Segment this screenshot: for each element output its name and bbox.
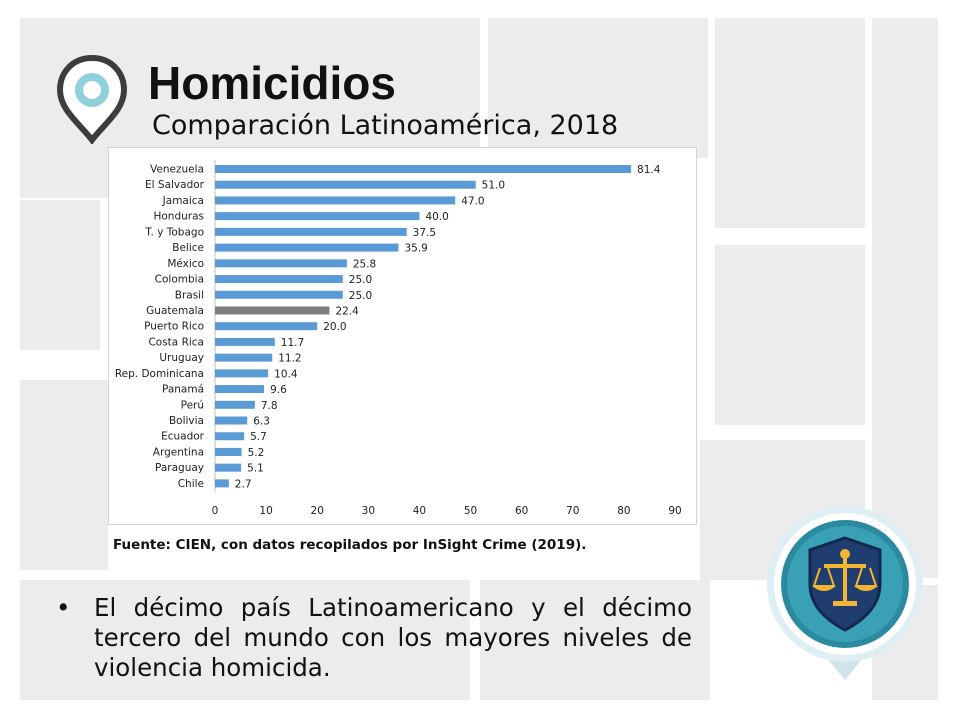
background-tile — [488, 18, 708, 158]
x-tick-label: 70 — [566, 505, 579, 517]
bar — [215, 227, 407, 236]
bar — [215, 479, 229, 488]
category-label: Venezuela — [150, 164, 204, 176]
bar — [215, 369, 269, 378]
bar — [215, 165, 632, 173]
data-label: 11.2 — [278, 353, 301, 365]
data-label: 5.1 — [247, 463, 264, 475]
data-label: 37.5 — [413, 227, 436, 239]
x-tick-label: 0 — [212, 505, 219, 517]
data-label: 47.0 — [461, 195, 484, 207]
bar — [215, 180, 476, 189]
chart-container: Venezuela 81.4 El Salvador 51.0 Jamaica 47.0 H… — [108, 147, 697, 525]
background-tile — [480, 580, 710, 700]
bar — [215, 385, 265, 394]
category-label: Honduras — [153, 211, 204, 223]
category-label: Argentina — [153, 446, 204, 458]
homicide-bar-chart: Venezuela 81.4 El Salvador 51.0 Jamaica 47.0 H… — [115, 160, 682, 517]
data-label: 25.8 — [353, 258, 376, 270]
data-label: 22.4 — [335, 305, 359, 317]
x-tick-label: 40 — [413, 505, 426, 517]
x-tick-label: 60 — [515, 505, 528, 517]
x-tick-label: 30 — [362, 505, 375, 517]
source-caption: Fuente: CIEN, con datos recopilados por … — [113, 537, 587, 553]
data-label: 6.3 — [253, 416, 270, 428]
bar — [215, 400, 255, 409]
background-tile — [715, 245, 865, 425]
bar — [215, 306, 330, 315]
background-tile — [120, 18, 480, 158]
category-label: México — [167, 258, 204, 270]
data-label: 2.7 — [235, 478, 252, 490]
bar — [215, 259, 347, 268]
category-label: El Salvador — [145, 179, 205, 191]
category-label: Puerto Rico — [144, 321, 204, 333]
category-label: Costa Rica — [148, 336, 204, 348]
bar — [215, 275, 343, 284]
data-label: 5.7 — [250, 431, 267, 443]
bar — [215, 337, 275, 346]
page-title: Homicidios — [148, 57, 396, 109]
bar — [215, 212, 420, 221]
data-label: 11.7 — [281, 337, 304, 349]
category-label: Perú — [181, 399, 204, 411]
x-tick-label: 10 — [259, 505, 272, 517]
x-tick-label: 90 — [668, 505, 681, 517]
data-label: 7.8 — [261, 400, 278, 412]
category-label: Uruguay — [159, 352, 204, 364]
data-label: 25.0 — [349, 290, 372, 302]
x-tick-label: 80 — [617, 505, 630, 517]
category-label: Rep. Dominicana — [115, 368, 204, 380]
bullet-text: El décimo país Latinoamericano y el déci… — [94, 593, 692, 682]
category-label: Paraguay — [155, 462, 204, 474]
bar — [215, 243, 399, 252]
background-tile — [20, 200, 100, 350]
bar — [215, 416, 248, 425]
data-label: 25.0 — [349, 274, 372, 286]
category-label: Jamaica — [162, 195, 204, 207]
bar — [215, 353, 273, 362]
data-label: 40.0 — [425, 211, 448, 223]
category-label: Brasil — [175, 289, 204, 301]
data-label: 20.0 — [323, 321, 346, 333]
bar — [215, 447, 242, 456]
bar — [215, 463, 242, 472]
background-tile — [20, 580, 470, 700]
category-label: Chile — [178, 478, 204, 490]
bar — [215, 432, 245, 441]
x-tick-label: 50 — [464, 505, 477, 517]
bullet-marker: • — [56, 593, 71, 622]
data-label: 9.6 — [270, 384, 287, 396]
bar — [215, 290, 343, 299]
category-label: Belice — [172, 242, 204, 254]
category-label: Guatemala — [146, 305, 204, 317]
data-label: 51.0 — [482, 180, 505, 192]
category-label: T. y Tobago — [144, 226, 204, 238]
data-label: 5.2 — [248, 447, 265, 459]
justice-scale-badge-icon — [762, 502, 928, 687]
data-label: 35.9 — [404, 243, 427, 255]
data-label: 10.4 — [274, 368, 298, 380]
category-label: Colombia — [155, 274, 204, 286]
bar — [215, 322, 318, 331]
bullet-item: • El décimo país Latinoamericano y el dé… — [56, 593, 692, 683]
page-subtitle: Comparación Latinoamérica, 2018 — [152, 110, 619, 141]
x-tick-label: 20 — [311, 505, 324, 517]
map-pin-icon — [56, 54, 128, 149]
background-tile — [872, 18, 938, 578]
background-tile — [20, 380, 108, 570]
bar — [215, 196, 456, 205]
category-label: Ecuador — [161, 431, 205, 443]
background-tile — [715, 18, 865, 228]
category-label: Panamá — [162, 384, 204, 396]
category-label: Bolivia — [169, 415, 204, 427]
data-label: 81.4 — [637, 164, 661, 176]
